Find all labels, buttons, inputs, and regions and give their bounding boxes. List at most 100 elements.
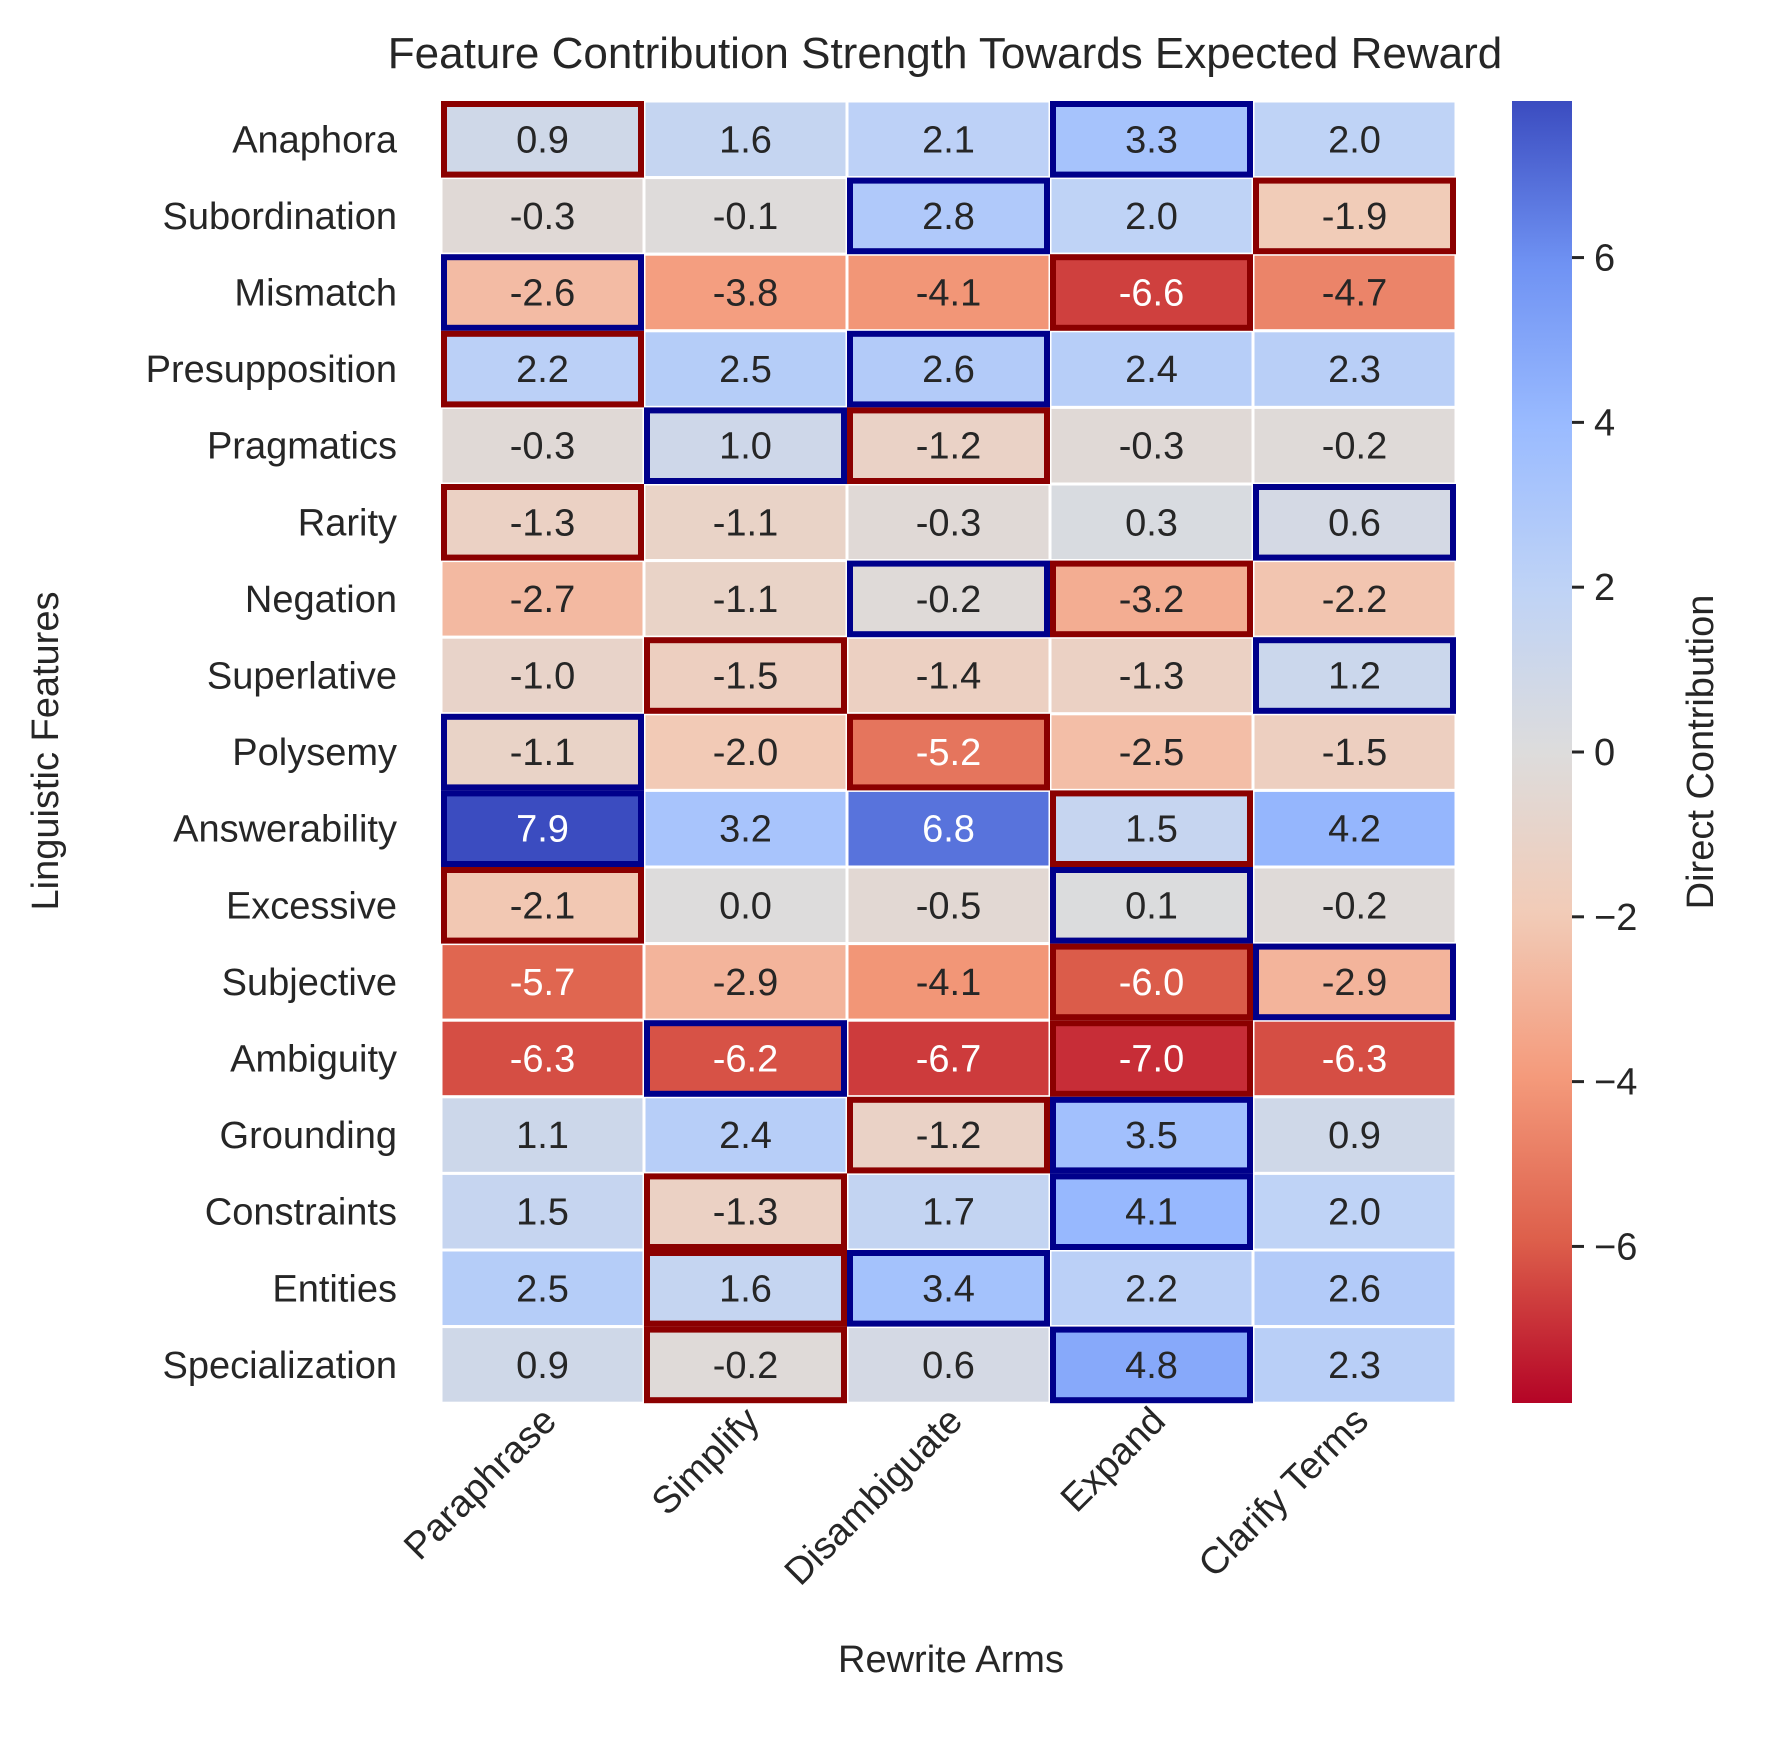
max-highlight-border <box>644 1020 847 1097</box>
cell-value-label: -0.5 <box>916 885 981 927</box>
cell-value-label: 0.0 <box>719 885 772 927</box>
cell-value-label: -2.5 <box>1119 732 1184 774</box>
colorbar-tick-label: −6 <box>1594 1226 1637 1268</box>
max-highlight-border <box>1050 101 1253 178</box>
cell-value-label: 1.6 <box>719 119 772 161</box>
heatmap-cell <box>1251 1248 1458 1329</box>
cell-value-label: 2.5 <box>719 349 772 391</box>
cell-value-label: -1.0 <box>510 656 575 698</box>
heatmap-cell <box>439 176 646 256</box>
heatmap-cell <box>1251 1095 1458 1175</box>
row-tick-label: Anaphora <box>232 119 398 161</box>
cell-value-label: 0.9 <box>516 119 569 161</box>
cell-value-label: 2.8 <box>922 196 975 238</box>
heatmap-cell <box>845 788 1052 869</box>
min-highlight-border <box>847 407 1050 484</box>
heatmap-cell <box>1048 329 1255 409</box>
min-highlight-border <box>1050 1020 1253 1097</box>
min-highlight-border <box>1050 560 1253 638</box>
cell-value-label: -5.7 <box>510 962 575 1004</box>
cell-value-label: 3.5 <box>1125 1115 1178 1157</box>
min-highlight-border <box>1050 254 1253 331</box>
cell-value-label: 0.9 <box>1328 1115 1381 1157</box>
heatmap-cell <box>642 712 849 792</box>
cell-value-label: -0.2 <box>1322 885 1387 927</box>
colorbar-tick-label: 0 <box>1594 732 1615 774</box>
cell-value-label: -1.3 <box>1119 656 1184 698</box>
cell-value-label: -1.1 <box>713 579 778 621</box>
max-highlight-border <box>1050 1326 1253 1404</box>
cell-value-label: -1.5 <box>1322 732 1387 774</box>
cell-value-label: -1.9 <box>1322 196 1387 238</box>
row-tick-label: Subordination <box>162 196 397 238</box>
cell-value-label: -4.7 <box>1322 273 1387 315</box>
row-tick-label: Presupposition <box>146 349 397 391</box>
heatmap-cell <box>1251 865 1458 946</box>
heatmap-cell <box>1251 1325 1458 1405</box>
cell-value-label: 2.4 <box>1125 349 1178 391</box>
cell-value-label: 1.5 <box>1125 809 1178 851</box>
cell-value-label: 2.2 <box>516 349 569 391</box>
heatmap-cell <box>439 635 646 716</box>
cell-value-labels: 0.9 1.6 2.1 3.3 2.0 -0.3 -0.1 2.8 2.0 -1.9 -2.6 -3.… <box>510 119 1387 1387</box>
heatmap-cell <box>845 1171 1052 1252</box>
cell-value-label: 2.5 <box>516 1268 569 1310</box>
heatmap-cell <box>1251 712 1458 792</box>
cell-value-label: 3.2 <box>719 809 772 851</box>
min-highlight-border <box>441 330 644 408</box>
cell-value-label: -0.2 <box>713 1345 778 1387</box>
max-highlight-border <box>847 330 1050 408</box>
max-highlight-border <box>847 1250 1050 1327</box>
heatmap-cell <box>1048 482 1255 563</box>
cell-value-label: 0.9 <box>516 1345 569 1387</box>
cell-value-label: 0.6 <box>1328 502 1381 544</box>
min-highlight-border <box>644 1326 847 1404</box>
max-highlight-border <box>441 790 644 868</box>
heatmap-cell <box>845 1248 1052 1329</box>
cell-value-label: 4.2 <box>1328 809 1381 851</box>
highlight-borders <box>441 101 1456 1404</box>
cell-value-label: -1.4 <box>916 656 981 698</box>
row-tick-label: Mismatch <box>234 273 397 315</box>
cell-value-label: 1.1 <box>516 1115 569 1157</box>
max-highlight-border <box>1050 867 1253 944</box>
min-highlight-border <box>847 1096 1050 1174</box>
max-highlight-border <box>1050 1096 1253 1174</box>
cell-value-label: -0.3 <box>510 196 575 238</box>
cell-value-label: 1.6 <box>719 1268 772 1310</box>
min-highlight-border <box>644 637 847 714</box>
cell-value-label: -0.2 <box>916 579 981 621</box>
row-tick-labels: Anaphora Subordination Mismatch Presupposit… <box>146 119 398 1387</box>
cell-value-label: 7.9 <box>516 809 569 851</box>
cell-value-label: -3.2 <box>1119 579 1184 621</box>
cell-value-label: 2.0 <box>1328 119 1381 161</box>
cell-value-label: 2.2 <box>1125 1268 1178 1310</box>
cell-value-label: -2.2 <box>1322 579 1387 621</box>
y-axis-label: Linguistic Features <box>25 592 67 911</box>
cell-value-label: -4.1 <box>916 273 981 315</box>
heatmap-cell <box>1048 788 1255 869</box>
x-axis-label: Rewrite Arms <box>838 1639 1064 1681</box>
column-tick-label: Clarify Terms <box>1191 1400 1377 1586</box>
cell-value-label: -1.3 <box>510 502 575 544</box>
cell-value-label: -1.2 <box>916 426 981 468</box>
max-highlight-border <box>644 407 847 484</box>
heatmap-cell <box>642 99 849 180</box>
max-highlight-border <box>1253 943 1456 1021</box>
heatmap-cell <box>845 865 1052 946</box>
cell-value-label: -0.3 <box>510 426 575 468</box>
min-highlight-border <box>644 1250 847 1327</box>
cell-value-label: 2.3 <box>1328 349 1381 391</box>
heatmap-cell <box>1048 1325 1255 1405</box>
cell-value-label: -6.3 <box>1322 1039 1387 1081</box>
heatmap-cell <box>1251 1171 1458 1252</box>
colorbar-tick-label: 4 <box>1594 402 1615 444</box>
heatmap-cell <box>1048 942 1255 1022</box>
heatmap-cell <box>845 1095 1052 1175</box>
cell-value-label: -6.3 <box>510 1039 575 1081</box>
max-highlight-border <box>1253 637 1456 714</box>
heatmap-cell <box>845 482 1052 563</box>
heatmap-cell <box>642 1171 849 1252</box>
min-highlight-border <box>1050 790 1253 868</box>
heatmap-cell <box>1048 252 1255 333</box>
